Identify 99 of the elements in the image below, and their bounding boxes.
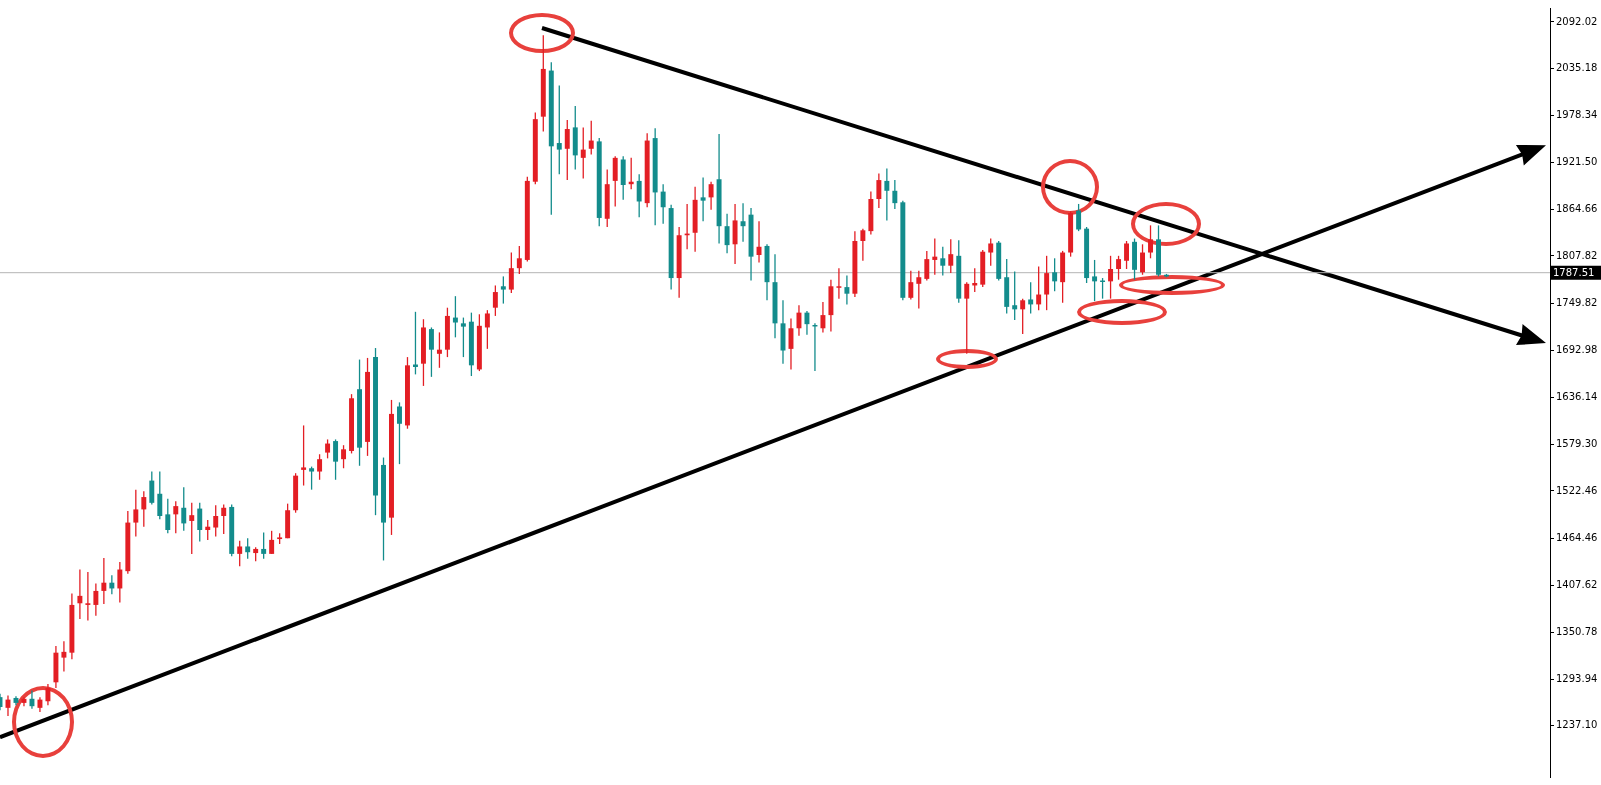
candlestick — [1020, 297, 1026, 335]
candlestick — [237, 540, 243, 567]
candlestick — [61, 640, 67, 673]
y-tick-label: 2092.02 — [1556, 15, 1598, 27]
candlestick — [924, 250, 930, 282]
candlestick — [1044, 255, 1050, 311]
candlestick — [1052, 257, 1058, 292]
y-tick-label: 1864.66 — [1556, 202, 1598, 214]
candlestick — [189, 502, 195, 555]
candlestick — [660, 183, 666, 225]
candlestick — [85, 571, 91, 622]
candlestick — [580, 126, 586, 180]
candlestick — [261, 531, 267, 560]
candlestick — [804, 310, 810, 336]
candlestick — [1028, 281, 1034, 315]
candlestick — [341, 444, 347, 469]
candlestick — [844, 274, 850, 306]
y-tick-label: 1749.82 — [1556, 297, 1598, 309]
candlestick — [636, 173, 642, 218]
candlestick — [213, 504, 219, 538]
candlestick — [452, 295, 458, 338]
y-tick-label: 1237.10 — [1556, 719, 1598, 731]
y-tick-label: 1579.30 — [1556, 437, 1598, 449]
candlestick — [740, 202, 746, 243]
candlestick — [149, 470, 155, 506]
candlestick — [1148, 224, 1153, 259]
y-tick-label: 1921.50 — [1556, 155, 1598, 167]
candlestick — [932, 237, 938, 276]
candlestick — [588, 120, 594, 156]
candlestick — [197, 502, 203, 543]
candlestick — [301, 424, 307, 487]
candlestick — [269, 530, 275, 555]
y-tick-label: 1636.14 — [1556, 390, 1598, 402]
candlestick — [860, 228, 866, 262]
y-tick-label: 1978.34 — [1556, 109, 1598, 121]
y-tick-label: 1293.94 — [1556, 672, 1598, 684]
candlestick — [892, 179, 898, 210]
candlestick — [836, 267, 842, 300]
candlestick — [333, 438, 339, 481]
candlestick — [948, 238, 954, 274]
ref-line-label: 1787.51 — [1553, 266, 1595, 278]
candlestick — [245, 537, 251, 560]
candlestick — [908, 270, 914, 301]
candlestick — [564, 119, 570, 181]
candlestick — [708, 181, 714, 211]
candlestick — [317, 453, 323, 481]
candlestick — [133, 489, 139, 538]
candlestick — [1092, 259, 1098, 302]
candlestick — [916, 270, 922, 310]
y-tick-label: 1464.46 — [1556, 532, 1598, 544]
candlestick — [1140, 243, 1145, 276]
candlestick — [29, 689, 35, 710]
candlestick — [492, 284, 498, 317]
candlestick — [484, 309, 490, 350]
candlestick — [796, 304, 802, 337]
candlestick — [325, 438, 331, 460]
y-tick-label: 1522.46 — [1556, 484, 1598, 496]
candlestick — [93, 582, 99, 617]
candlestick — [1116, 255, 1122, 281]
candlestick — [101, 557, 107, 605]
candlestick — [436, 331, 442, 369]
y-tick-label: 1692.98 — [1556, 344, 1598, 356]
candlestick — [988, 237, 994, 267]
candlestick — [876, 172, 882, 209]
candlestick — [516, 245, 522, 275]
candlestick — [556, 84, 562, 175]
candlestick — [157, 470, 163, 520]
y-tick-label: 1350.78 — [1556, 625, 1598, 637]
candlestick — [141, 490, 147, 528]
candlestick — [884, 167, 890, 222]
candlestick — [173, 500, 179, 534]
candlestick — [397, 401, 402, 465]
candlestick — [181, 486, 187, 532]
y-tick-label: 2035.18 — [1556, 62, 1598, 74]
candlestick — [1108, 255, 1114, 300]
candlestick — [77, 568, 83, 620]
candlestick — [1124, 240, 1130, 270]
candlestick — [309, 465, 315, 491]
candlestick — [500, 275, 506, 305]
candlestick — [964, 281, 970, 355]
candlestick — [724, 213, 730, 255]
candlestick — [820, 301, 826, 334]
y-tick-label: 1407.62 — [1556, 579, 1598, 591]
candlestick — [508, 251, 514, 294]
candlestick — [1012, 270, 1018, 321]
candlestick — [165, 498, 171, 534]
candlestick — [428, 326, 434, 378]
candlestick — [205, 519, 211, 541]
candlestick — [732, 203, 738, 265]
candlestick — [460, 316, 466, 358]
candlestick — [45, 683, 51, 707]
candlestick — [117, 561, 123, 604]
candlestick — [1076, 203, 1082, 232]
y-tick-label: 1807.82 — [1556, 249, 1598, 261]
candlestick — [612, 155, 618, 208]
candlestick — [700, 176, 706, 222]
candlestick — [940, 246, 946, 277]
candlestick — [221, 503, 227, 535]
candlestick — [1036, 265, 1042, 311]
